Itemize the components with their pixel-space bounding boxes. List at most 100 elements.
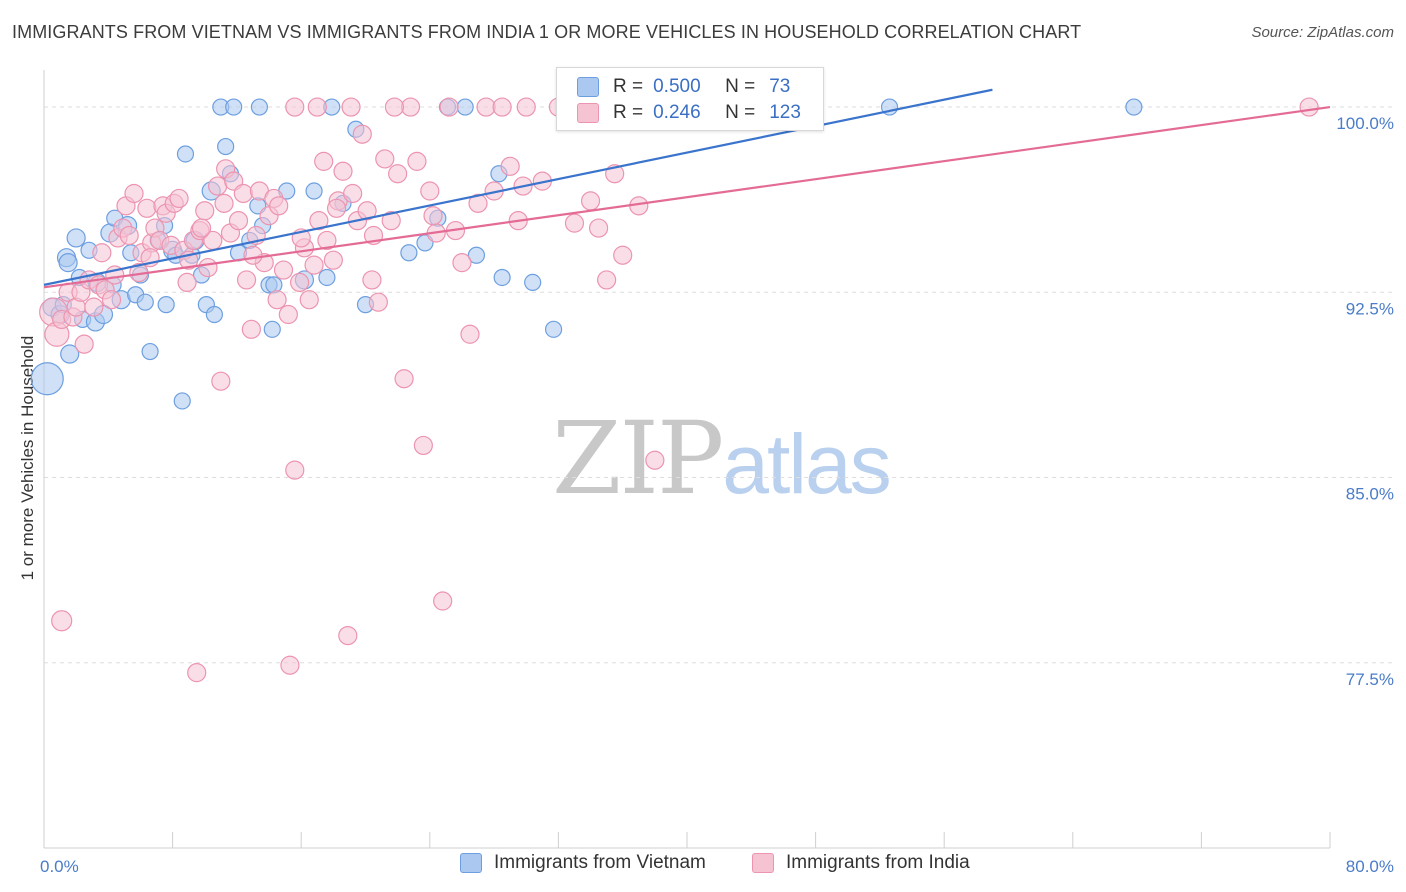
y-tick-label: 85.0% [1346,485,1394,504]
india-point [191,218,212,238]
legend-swatch-vietnam [577,77,599,97]
series-legend-vietnam[interactable]: Immigrants from Vietnam [460,852,706,874]
india-point [357,201,377,221]
india-point [169,188,189,209]
vietnam-point [30,362,64,396]
india-point [423,206,443,226]
india-point [381,211,401,231]
india-point [433,591,453,611]
india-point [304,255,324,275]
india-point [233,183,253,204]
x-tick-label: 0.0% [40,857,79,876]
india-point [124,183,144,204]
india-point [241,319,261,339]
india-point [267,290,287,310]
vietnam-point [524,273,542,292]
india-point [516,97,536,117]
india-point [198,257,218,278]
india-point [384,97,405,117]
india-point [314,151,334,171]
vietnam-point [467,246,486,264]
india-trend-line [43,105,1331,289]
india-point [500,156,520,176]
india-point [413,435,433,456]
watermark-atlas: atlas [722,417,891,511]
vietnam-point [263,320,281,338]
india-point [368,292,388,312]
india-point [211,371,231,391]
india-point [101,290,122,310]
india-point [228,211,249,231]
india-point [137,198,157,218]
india-point [362,270,382,290]
india-point [51,610,73,632]
vietnam-point [493,268,511,287]
legend-row-india: R = 0.246 N = 123 [577,101,801,125]
india-point [338,625,358,646]
india-point [323,250,343,270]
india-point [285,460,305,480]
india-point [285,97,305,117]
india-point [187,663,207,683]
legend-n-value-india: 123 [769,102,801,123]
series-swatch-india [752,853,774,873]
x-tick-label: 80.0% [1346,857,1394,876]
vietnam-point [305,182,323,200]
india-point [326,198,347,218]
india-point [307,97,327,117]
vietnam-point [173,392,191,410]
vietnam-point [250,98,269,116]
vietnam-point [141,342,159,361]
legend-n-value-vietnam: 73 [769,76,791,97]
vietnam-point [318,268,336,287]
india-point [588,218,609,238]
legend-n-label: N = [725,102,756,123]
y-tick-label: 100.0% [1336,114,1394,133]
india-point [278,304,298,325]
india-point [273,260,294,280]
india-point [597,270,617,290]
india-point [400,97,421,117]
india-point [341,97,361,117]
series-label-vietnam: Immigrants from Vietnam [494,852,706,873]
series-legend-india[interactable]: Immigrants from India [752,852,970,874]
india-point [92,243,112,263]
chart-title: IMMIGRANTS FROM VIETNAM VS IMMIGRANTS FR… [12,22,1082,42]
india-point [468,193,488,213]
vietnam-point [400,244,418,262]
india-point [299,290,319,310]
source-label: Source: ZipAtlas.com [1251,24,1394,41]
vietnam-trend-line [43,88,993,286]
india-point [269,196,289,216]
correlation-legend: R = 0.500 N = 73 R = 0.246 N = 123 [556,67,824,131]
india-point [74,334,94,354]
vietnam-point [157,296,175,314]
india-point [195,201,215,221]
legend-r-label: R = [613,102,644,123]
india-point [214,193,234,213]
vietnam-point [66,228,86,248]
india-point [439,97,459,117]
y-tick-label: 92.5% [1346,299,1394,318]
vietnam-point [544,320,563,338]
india-point [613,245,633,265]
legend-n-label: N = [725,76,756,97]
india-point [352,124,372,144]
series-legend: Immigrants from Vietnam Immigrants from … [0,852,1406,878]
series-label-india: Immigrants from India [786,852,970,873]
legend-r-value-india: 0.246 [653,102,701,123]
india-point [394,369,414,389]
india-point [280,655,300,675]
india-point [177,272,197,293]
vietnam-point [136,293,154,311]
vietnam-point [176,145,195,163]
legend-r-value-vietnam: 0.500 [653,76,701,97]
india-point [460,324,480,344]
vietnam-point [60,344,80,364]
india-point [645,450,665,470]
watermark-zip: ZIP [552,400,724,517]
india-point [317,230,337,251]
vietnam-point [58,253,78,273]
india-point [343,183,363,204]
